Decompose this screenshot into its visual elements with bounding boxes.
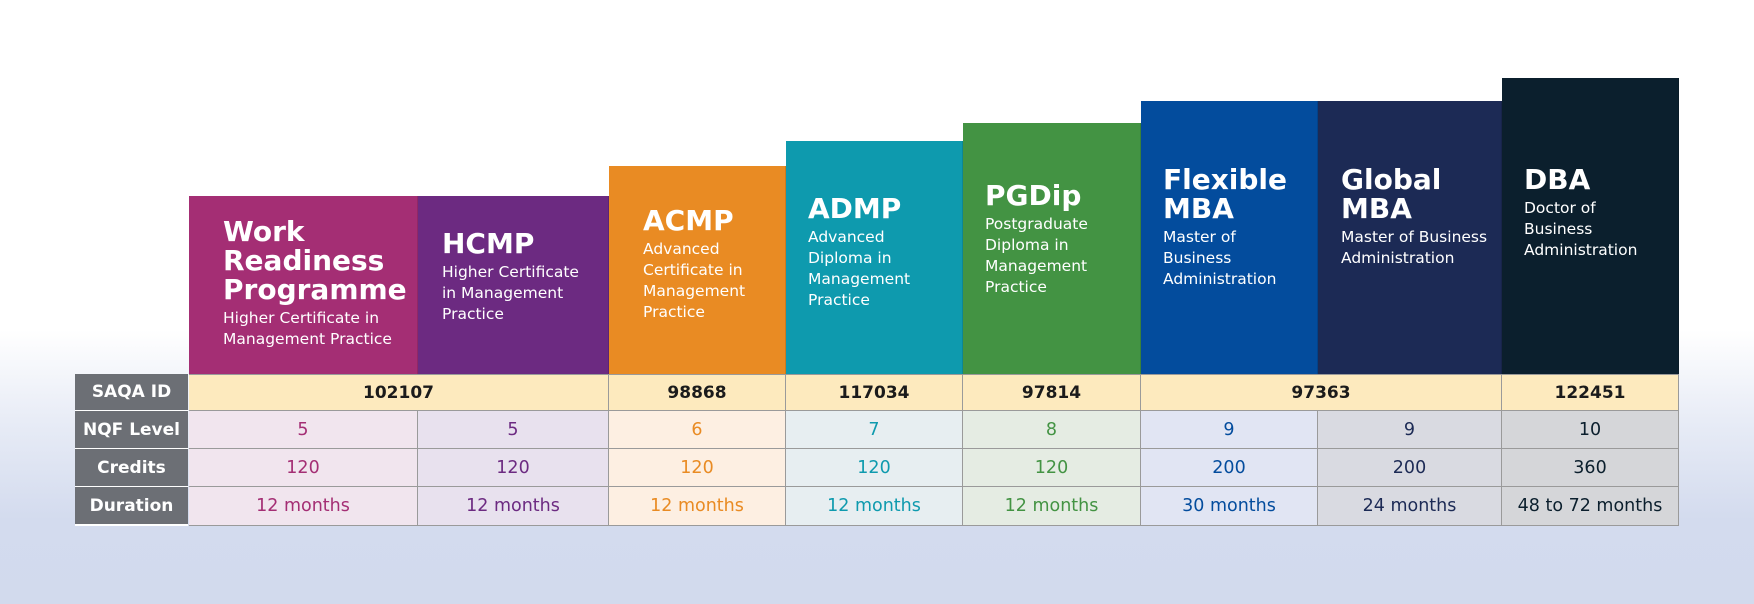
programme-block-pgdip: PGDip Postgraduate Diploma in Management… — [963, 123, 1141, 374]
nqf-level-cell: 8 — [963, 411, 1141, 449]
duration-cell: 24 months — [1318, 487, 1502, 526]
programme-subtitle: Advanced Certificate in Management Pract… — [643, 240, 746, 321]
programme-block-flexible-mba: Flexible MBA Master of Business Administ… — [1141, 101, 1318, 374]
nqf-level-cell: 6 — [609, 411, 786, 449]
credits-cell: 200 — [1141, 449, 1318, 487]
programme-subtitle: Higher Certificate in Management Practic… — [223, 309, 392, 348]
nqf-level-cell: 10 — [1502, 411, 1679, 449]
credits-cell: 120 — [609, 449, 786, 487]
programme-subtitle: Doctor of Business Administration — [1524, 199, 1638, 259]
nqf-level-cell: 7 — [786, 411, 963, 449]
saqa-id-cell: 122451 — [1502, 374, 1679, 411]
programme-subtitle: Master of Business Administration — [1341, 228, 1488, 267]
duration-cell: 12 months — [786, 487, 963, 526]
programme-title: ACMP — [643, 204, 734, 237]
programme-subtitle: Postgraduate Diploma in Management Pract… — [985, 215, 1088, 296]
nqf-level-cell: 5 — [189, 411, 418, 449]
programme-block-work-readiness: Work Readiness Programme Higher Certific… — [189, 196, 418, 374]
saqa-id-cell: 102107 — [189, 374, 609, 411]
credits-cell: 120 — [418, 449, 609, 487]
row-label-nqf-level: NQF Level — [75, 411, 188, 450]
programme-block-admp: ADMP Advanced Diploma in Management Prac… — [786, 141, 963, 374]
saqa-id-cell: 117034 — [786, 374, 963, 411]
duration-cell: 30 months — [1141, 487, 1318, 526]
credits-cell: 200 — [1318, 449, 1502, 487]
saqa-id-cell: 97363 — [1141, 374, 1502, 411]
programme-subtitle: Master of Business Administration — [1163, 228, 1277, 288]
credits-cell: 120 — [189, 449, 418, 487]
programme-title: ADMP — [808, 192, 902, 225]
duration-cell: 12 months — [189, 487, 418, 526]
programme-block-dba: DBA Doctor of Business Administration — [1502, 78, 1679, 374]
duration-cell: 48 to 72 months — [1502, 487, 1679, 526]
nqf-level-cell: 5 — [418, 411, 609, 449]
programme-title: PGDip — [985, 179, 1082, 212]
programme-title: DBA — [1524, 163, 1591, 196]
programme-subtitle: Advanced Diploma in Management Practice — [808, 228, 911, 309]
credits-cell: 120 — [963, 449, 1141, 487]
row-label-saqa-id: SAQA ID — [75, 374, 188, 412]
duration-cell: 12 months — [418, 487, 609, 526]
duration-cell: 12 months — [609, 487, 786, 526]
programme-block-hcmp: HCMP Higher Certificate in Management Pr… — [418, 196, 609, 374]
programme-title: Flexible MBA — [1163, 163, 1288, 225]
programme-block-global-mba: Global MBA Master of Business Administra… — [1318, 101, 1502, 374]
programme-title: Work Readiness Programme — [223, 215, 407, 306]
nqf-level-cell: 9 — [1318, 411, 1502, 449]
duration-cell: 12 months — [963, 487, 1141, 526]
saqa-id-cell: 97814 — [963, 374, 1141, 411]
saqa-id-cell: 98868 — [609, 374, 786, 411]
programme-subtitle: Higher Certificate in Management Practic… — [442, 263, 579, 323]
programme-title: HCMP — [442, 227, 535, 260]
nqf-level-cell: 9 — [1141, 411, 1318, 449]
row-label-credits: Credits — [75, 449, 188, 488]
programme-title: Global MBA — [1341, 163, 1442, 225]
credits-cell: 360 — [1502, 449, 1679, 487]
programme-block-acmp: ACMP Advanced Certificate in Management … — [609, 166, 786, 374]
row-label-duration: Duration — [75, 487, 188, 526]
credits-cell: 120 — [786, 449, 963, 487]
